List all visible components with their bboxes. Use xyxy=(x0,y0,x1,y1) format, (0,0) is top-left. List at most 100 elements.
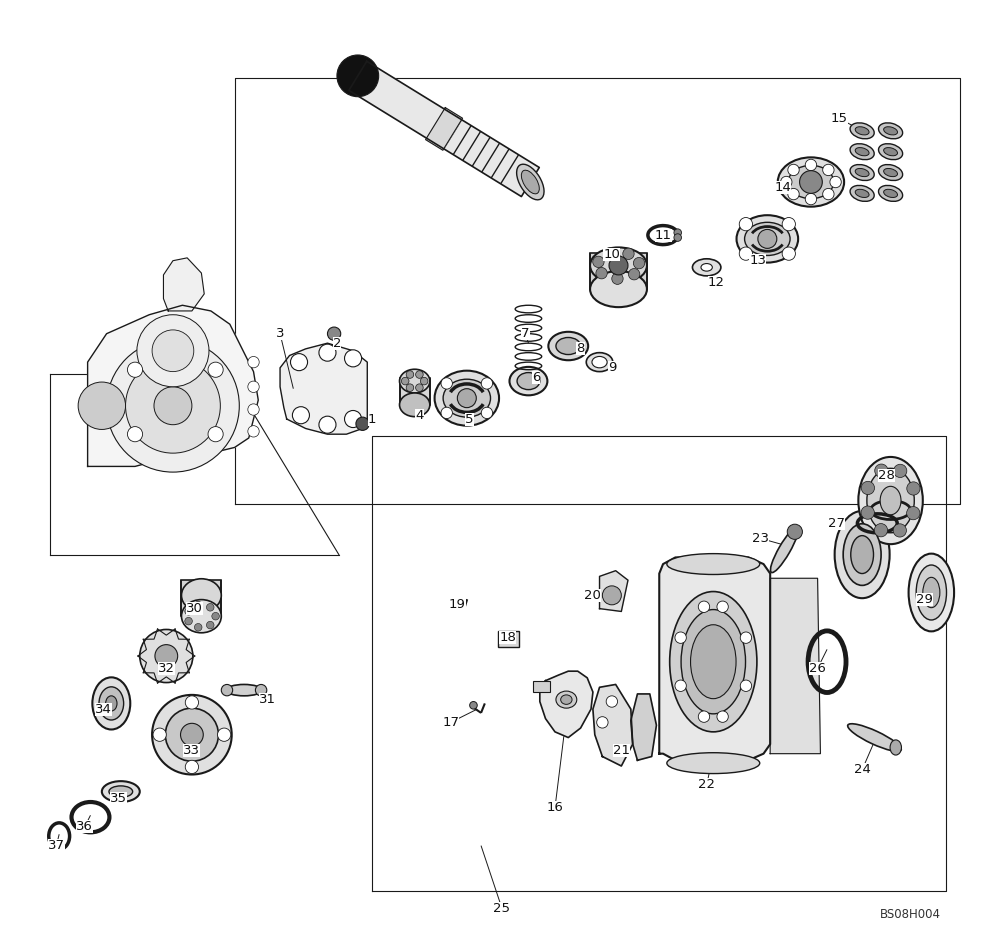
Circle shape xyxy=(248,404,259,415)
Polygon shape xyxy=(349,62,539,196)
Ellipse shape xyxy=(884,127,898,135)
Circle shape xyxy=(153,728,166,741)
Circle shape xyxy=(206,621,214,629)
Circle shape xyxy=(788,189,799,200)
Circle shape xyxy=(208,362,223,377)
Ellipse shape xyxy=(923,577,940,608)
Polygon shape xyxy=(88,305,258,466)
Ellipse shape xyxy=(884,169,898,176)
Circle shape xyxy=(441,408,452,419)
Circle shape xyxy=(675,632,686,644)
Circle shape xyxy=(152,695,232,775)
Circle shape xyxy=(674,234,681,242)
Circle shape xyxy=(861,506,874,520)
Circle shape xyxy=(602,586,621,605)
Ellipse shape xyxy=(879,123,903,138)
Circle shape xyxy=(782,247,795,261)
Circle shape xyxy=(698,711,710,722)
Ellipse shape xyxy=(851,536,874,574)
Circle shape xyxy=(107,339,239,472)
Circle shape xyxy=(597,717,608,728)
Text: 25: 25 xyxy=(493,902,510,915)
Circle shape xyxy=(290,354,308,371)
Ellipse shape xyxy=(586,353,613,372)
Circle shape xyxy=(319,344,336,361)
Polygon shape xyxy=(280,343,367,434)
Circle shape xyxy=(206,604,214,611)
Ellipse shape xyxy=(667,554,760,574)
Text: 8: 8 xyxy=(576,342,585,356)
Ellipse shape xyxy=(452,603,459,608)
Ellipse shape xyxy=(890,739,901,755)
Circle shape xyxy=(623,248,634,260)
Text: 32: 32 xyxy=(158,662,175,675)
Circle shape xyxy=(194,601,202,609)
Text: 1: 1 xyxy=(368,412,376,426)
Text: 10: 10 xyxy=(603,247,620,261)
Ellipse shape xyxy=(670,592,757,732)
Circle shape xyxy=(628,268,640,280)
Ellipse shape xyxy=(692,259,721,276)
Circle shape xyxy=(420,377,428,385)
Text: 26: 26 xyxy=(809,662,826,675)
Ellipse shape xyxy=(590,247,647,283)
Bar xyxy=(400,378,430,405)
Text: 34: 34 xyxy=(95,702,112,716)
Ellipse shape xyxy=(867,468,914,533)
Text: 24: 24 xyxy=(854,763,871,776)
Bar xyxy=(498,631,519,647)
Text: 22: 22 xyxy=(698,778,715,792)
Ellipse shape xyxy=(843,524,881,586)
Ellipse shape xyxy=(400,370,430,393)
Ellipse shape xyxy=(884,190,898,197)
Circle shape xyxy=(823,164,834,175)
Ellipse shape xyxy=(855,190,869,197)
Text: 16: 16 xyxy=(547,801,563,814)
Circle shape xyxy=(606,696,618,707)
Circle shape xyxy=(717,601,728,612)
Ellipse shape xyxy=(521,171,539,193)
Circle shape xyxy=(481,408,493,419)
Text: 4: 4 xyxy=(415,409,424,422)
Bar xyxy=(590,253,647,289)
Text: 12: 12 xyxy=(708,276,725,289)
Circle shape xyxy=(165,708,218,761)
Text: 6: 6 xyxy=(532,371,540,384)
Circle shape xyxy=(907,482,920,495)
Text: 31: 31 xyxy=(259,693,276,706)
Ellipse shape xyxy=(850,144,874,159)
Ellipse shape xyxy=(701,264,712,271)
Circle shape xyxy=(406,384,414,392)
Ellipse shape xyxy=(909,554,954,631)
Ellipse shape xyxy=(835,511,890,598)
Ellipse shape xyxy=(880,486,901,515)
Ellipse shape xyxy=(556,691,577,708)
Polygon shape xyxy=(593,684,633,766)
Circle shape xyxy=(337,55,379,97)
Circle shape xyxy=(787,524,802,539)
Circle shape xyxy=(470,702,477,709)
Text: 33: 33 xyxy=(183,744,200,757)
Circle shape xyxy=(596,267,607,279)
Circle shape xyxy=(140,629,193,683)
Ellipse shape xyxy=(92,677,130,730)
Text: 11: 11 xyxy=(655,228,672,242)
Ellipse shape xyxy=(879,165,903,180)
Circle shape xyxy=(185,760,199,774)
Circle shape xyxy=(457,389,476,408)
Ellipse shape xyxy=(884,148,898,155)
Circle shape xyxy=(861,482,875,495)
Circle shape xyxy=(805,193,817,205)
Circle shape xyxy=(823,189,834,200)
Circle shape xyxy=(127,427,143,442)
Ellipse shape xyxy=(181,578,221,612)
Text: 5: 5 xyxy=(465,412,474,426)
Text: 23: 23 xyxy=(752,532,769,545)
Circle shape xyxy=(78,382,126,429)
Circle shape xyxy=(208,427,223,442)
Text: BS08H004: BS08H004 xyxy=(880,908,941,921)
Ellipse shape xyxy=(778,157,844,207)
Ellipse shape xyxy=(850,186,874,201)
Circle shape xyxy=(217,728,231,741)
Circle shape xyxy=(893,524,906,538)
